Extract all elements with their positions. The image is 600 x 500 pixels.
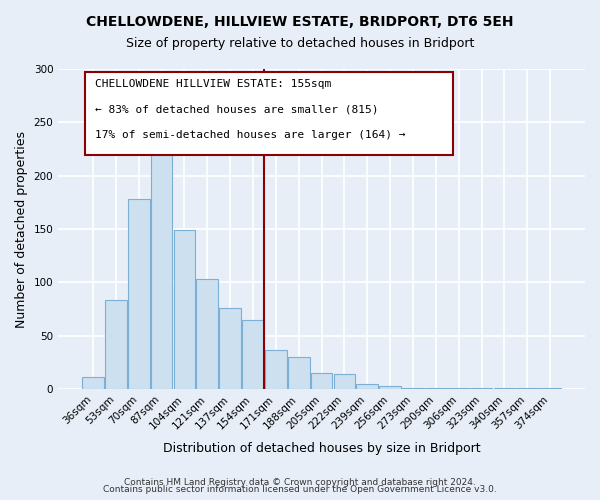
Bar [82, 378, 104, 389]
Bar [173, 230, 195, 389]
Bar [219, 308, 241, 389]
Bar [311, 373, 332, 389]
Bar [402, 388, 424, 389]
Bar [471, 388, 493, 389]
Bar [379, 386, 401, 389]
Text: Contains HM Land Registry data © Crown copyright and database right 2024.: Contains HM Land Registry data © Crown c… [124, 478, 476, 487]
Bar [105, 300, 127, 389]
Y-axis label: Number of detached properties: Number of detached properties [15, 130, 28, 328]
Text: 17% of semi-detached houses are larger (164) →: 17% of semi-detached houses are larger (… [95, 130, 406, 140]
Bar [242, 320, 264, 389]
Text: Size of property relative to detached houses in Bridport: Size of property relative to detached ho… [126, 38, 474, 51]
Bar [425, 388, 447, 389]
Bar [448, 388, 470, 389]
Bar [151, 150, 172, 389]
X-axis label: Distribution of detached houses by size in Bridport: Distribution of detached houses by size … [163, 442, 481, 455]
Bar [356, 384, 378, 389]
Text: ← 83% of detached houses are smaller (815): ← 83% of detached houses are smaller (81… [95, 104, 379, 114]
Text: CHELLOWDENE, HILLVIEW ESTATE, BRIDPORT, DT6 5EH: CHELLOWDENE, HILLVIEW ESTATE, BRIDPORT, … [86, 15, 514, 29]
Bar [196, 279, 218, 389]
Bar [517, 388, 538, 389]
Bar [539, 388, 561, 389]
FancyBboxPatch shape [85, 72, 453, 156]
Bar [288, 357, 310, 389]
Text: CHELLOWDENE HILLVIEW ESTATE: 155sqm: CHELLOWDENE HILLVIEW ESTATE: 155sqm [95, 78, 331, 88]
Bar [334, 374, 355, 389]
Text: Contains public sector information licensed under the Open Government Licence v3: Contains public sector information licen… [103, 486, 497, 494]
Bar [265, 350, 287, 389]
Bar [128, 199, 149, 389]
Bar [494, 388, 515, 389]
